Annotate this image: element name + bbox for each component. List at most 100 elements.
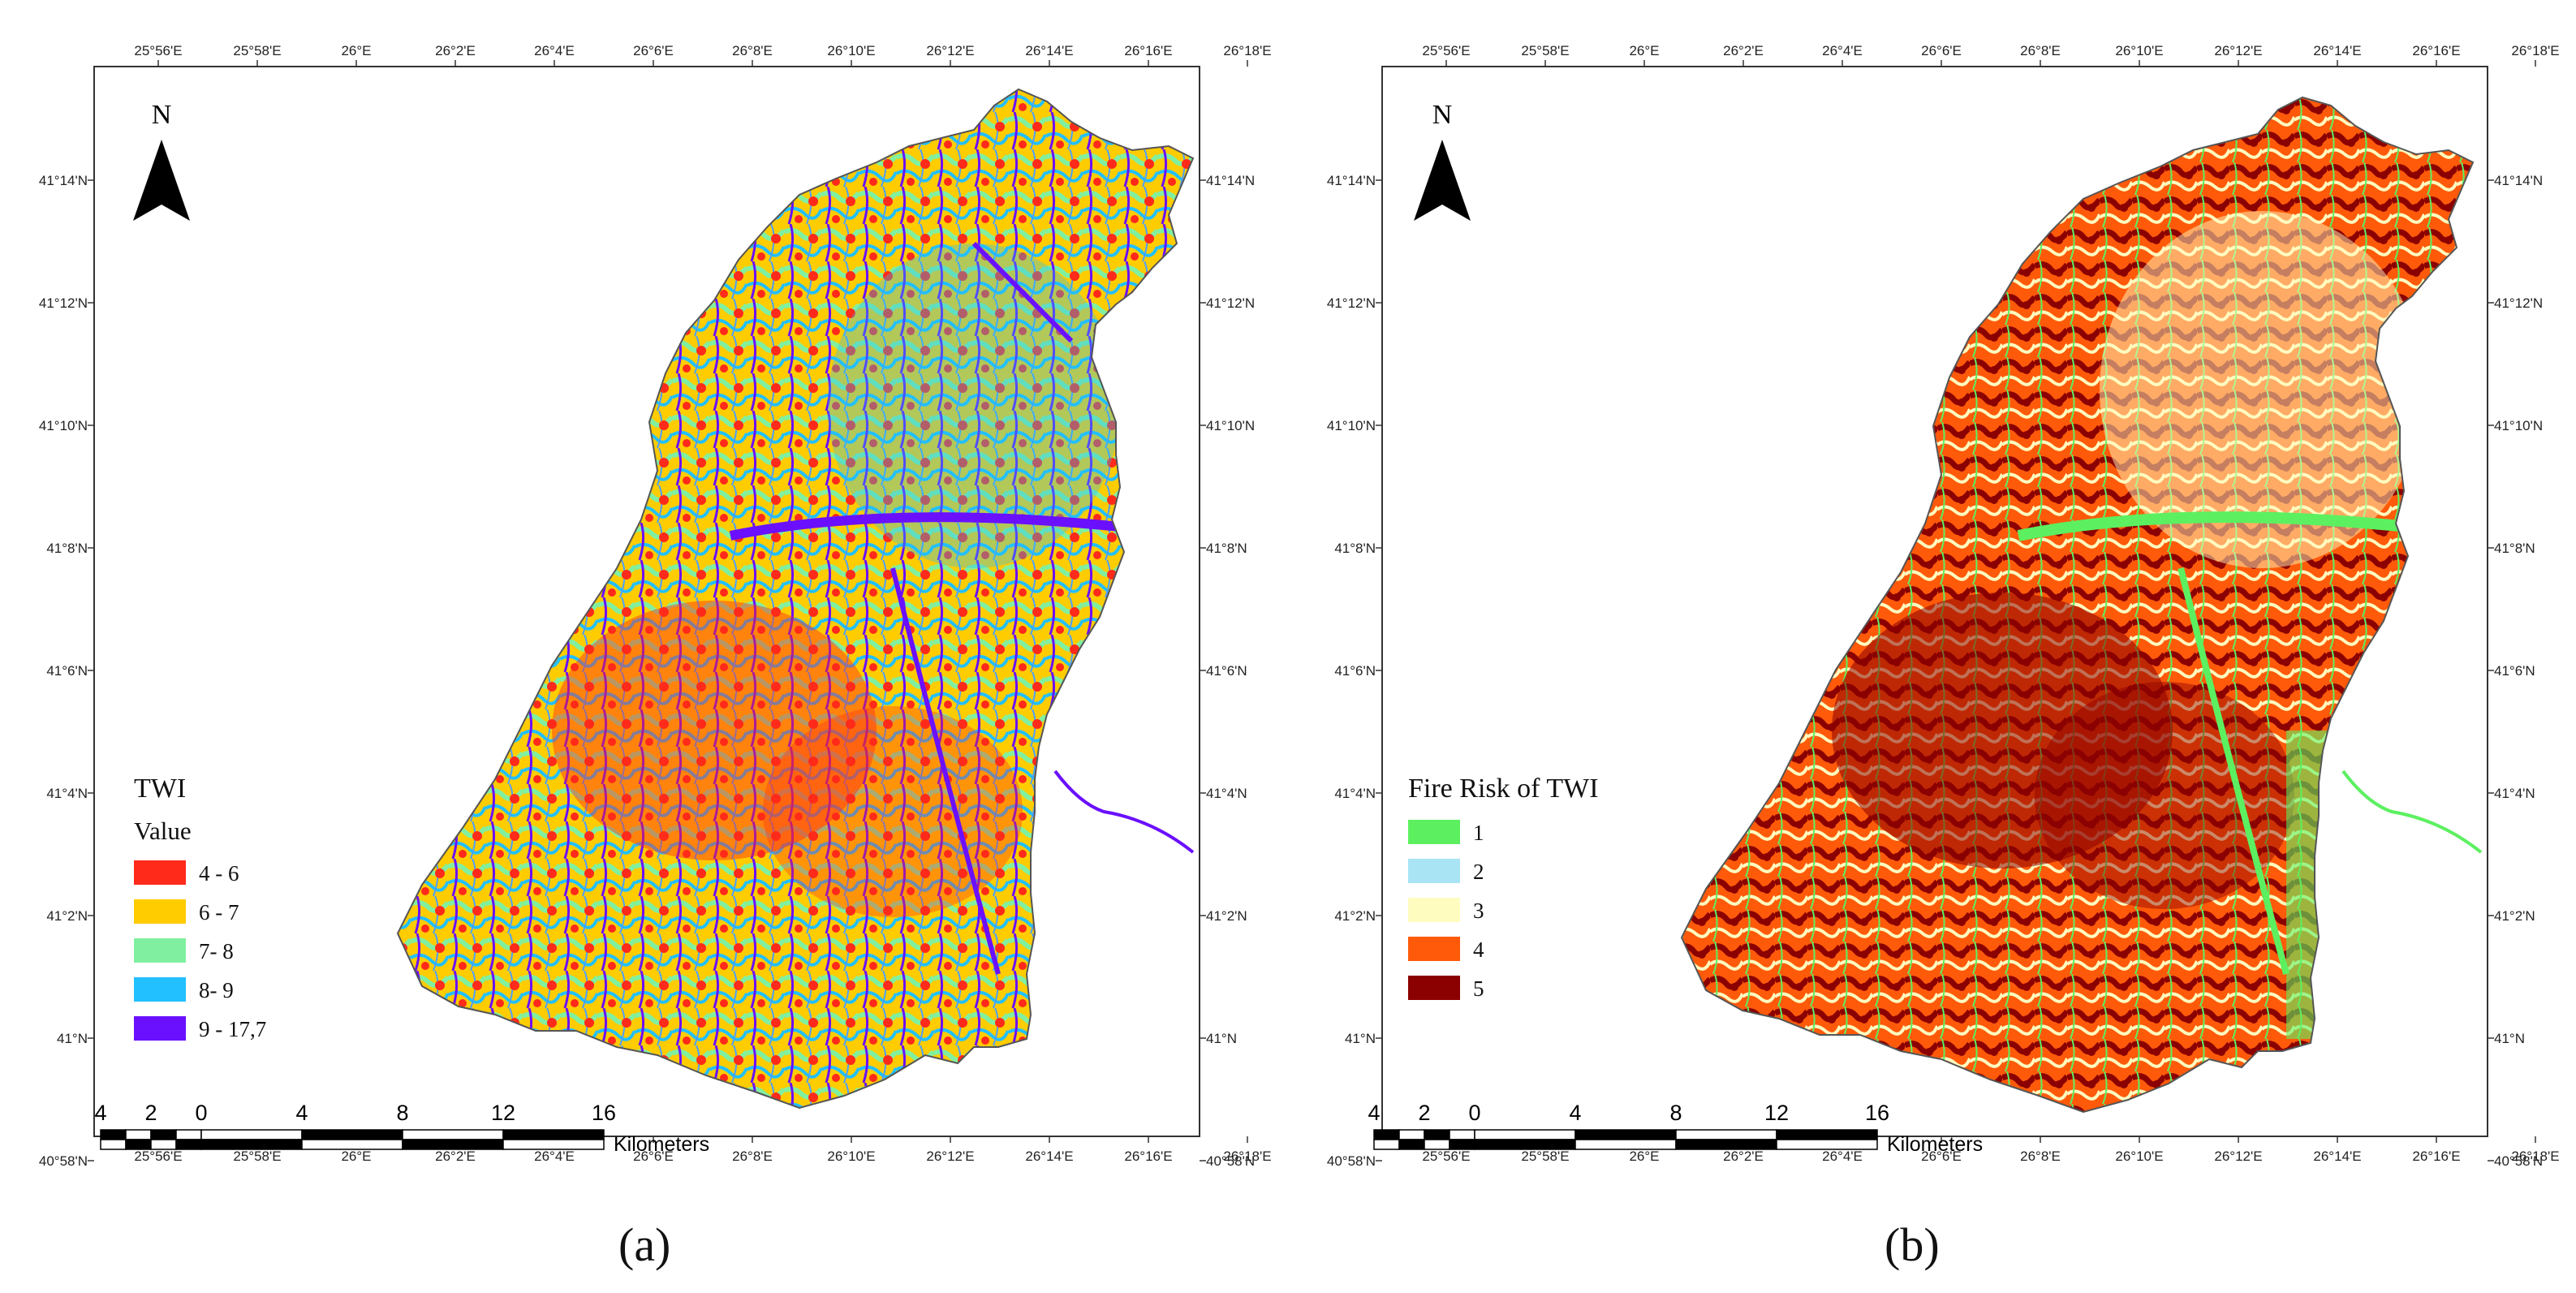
legend-label: 9 - 17,7 [199,1017,266,1041]
longitude-tick-label: 26°14'E [1025,43,1073,58]
legend-label: 4 - 6 [199,861,239,886]
latitude-tick-label: 41°12'N [1206,295,1255,311]
longitude-tick-label: 26°2'E [435,43,476,58]
longitude-tick-label: 25°56'E [1422,1149,1470,1164]
longitude-tick-label: 26°10'E [827,1149,875,1164]
longitude-tick-label: 25°58'E [233,1149,281,1164]
longitude-tick-label: 26°6'E [1921,1149,1962,1164]
legend-swatch [1408,820,1460,844]
coordinate-grid-b: 25°56'E 25°56'E 25°58'E 25°58'E 26°E 26°E 26°2… [1327,43,2560,1169]
longitude-tick-label: 26°14'E [2313,1149,2361,1164]
latitude-tick-label: 41°14'N [1327,173,1376,188]
longitude-tick-label: 25°56'E [1422,43,1470,58]
latitude-tick-label: 41°10'N [1327,418,1376,433]
latitude-tick-label: 40°58'N [1327,1153,1376,1169]
scale-number: 0 [1468,1101,1480,1125]
latitude-tick-label: 41°6'N [1334,663,1376,679]
latitude-tick-label: 41°8'N [46,541,88,556]
scale-number: 4 [295,1101,308,1125]
longitude-tick-label: 26°2'E [435,1149,476,1164]
longitude-tick-label: 26°14'E [1025,1149,1073,1164]
longitude-tick-label: 26°2'E [1723,1149,1764,1164]
scale-number: 16 [1865,1101,1889,1125]
latitude-tick-label: 41°4'N [1334,786,1376,801]
legend-label: 1 [1473,821,1484,845]
latitude-tick-label: 41°4'N [1206,786,1247,801]
scale-bar-b: 4 2 0 4 8 12 16 Kilometers [1368,1101,1983,1156]
legend-swatch [134,977,186,1002]
longitude-tick-label: 26°10'E [2115,1149,2163,1164]
scale-number: 2 [144,1101,157,1125]
latitude-tick-label: 41°N [2494,1031,2525,1046]
legend-label: 8- 9 [199,978,234,1002]
longitude-tick-label: 26°16'E [2412,1149,2460,1164]
longitude-tick-label: 26°18'E [1223,1149,1271,1164]
legend-swatch [1408,976,1460,1000]
longitude-tick-label: 26°12'E [2214,1149,2262,1164]
longitude-tick-label: 26°6'E [1921,43,1962,58]
longitude-tick-label: 26°12'E [926,43,974,58]
longitude-tick-label: 26°2'E [1723,43,1764,58]
caption-b: (b) [1885,1218,1940,1271]
latitude-tick-label: 41°N [1345,1031,1376,1046]
latitude-tick-label: 40°58'N [1206,1153,1255,1169]
latitude-tick-label: 41°2'N [1334,908,1376,924]
twi-raster [397,88,1195,1109]
legend-swatch [134,899,186,924]
latitude-tick-label: 41°8'N [2494,541,2535,556]
map-frame-a [93,66,1200,1137]
coordinate-grid-a: 25°56'E 25°56'E 25°58'E 25°58'E 26°E 26°E 26°2… [39,43,1272,1169]
scale-number: 12 [1764,1101,1789,1125]
longitude-tick-label: 26°4'E [1822,1149,1863,1164]
legend-title: Fire Risk of TWI [1408,774,1599,804]
legend-label: 2 [1473,860,1484,884]
legend-swatch [134,860,186,885]
map-panel-b: 25°56'E 25°56'E 25°58'E 25°58'E 26°E 26°E 26°2… [1288,0,2576,1293]
longitude-tick-label: 26°18'E [2511,43,2559,58]
longitude-tick-label: 26°E [341,43,371,58]
legend-swatch [134,1016,186,1041]
scale-number: 8 [1669,1101,1682,1125]
legend-swatch [1408,898,1460,922]
latitude-tick-label: 41°N [57,1031,88,1046]
scale-unit: Kilometers [1887,1133,1983,1156]
latitude-tick-label: 41°14'N [1206,173,1255,188]
latitude-tick-label: 41°4'N [2494,786,2535,801]
scale-number: 16 [592,1101,616,1125]
latitude-tick-label: 41°10'N [39,418,88,433]
longitude-tick-label: 26°10'E [2115,43,2163,58]
map-panel-a: 25°56'E 25°56'E 25°58'E 25°58'E 26°E 26°E 26°2… [39,43,1272,1271]
longitude-tick-label: 25°56'E [134,1149,182,1164]
scale-number: 4 [94,1101,106,1125]
scale-number: 12 [491,1101,515,1125]
legend-b: Fire Risk of TWI 1 2 3 4 5 [1408,774,1599,1001]
longitude-tick-label: 26°8'E [2020,1149,2061,1164]
longitude-tick-label: 25°56'E [134,43,182,58]
latitude-tick-label: 41°10'N [1206,418,1255,433]
map-frame-b [1381,66,2488,1137]
legend-label: 7- 8 [199,939,234,963]
latitude-tick-label: 41°8'N [1206,541,1247,556]
longitude-tick-label: 26°E [1629,1149,1659,1164]
longitude-tick-label: 26°4'E [1822,43,1863,58]
latitude-tick-label: 41°2'N [2494,908,2535,924]
scale-number: 0 [195,1101,207,1125]
longitude-tick-label: 26°E [341,1149,371,1164]
legend-swatch [134,938,186,963]
latitude-tick-label: 40°58'N [39,1153,88,1169]
legend-label: 5 [1473,976,1484,1001]
longitude-tick-label: 26°6'E [633,1149,674,1164]
latitude-tick-label: 41°N [1206,1031,1237,1046]
svg-text:N: N [1432,100,1453,130]
north-arrow-icon: N [133,100,190,221]
map-b-svg: 25°56'E 25°56'E 25°58'E 25°58'E 26°E 26°E 26°2… [1327,43,2560,1169]
scale-number: 2 [1418,1101,1430,1125]
scale-number: 8 [396,1101,408,1125]
longitude-tick-label: 26°18'E [2511,1149,2559,1164]
scale-number: 4 [1368,1101,1380,1125]
legend-subtitle: Value [134,817,192,845]
legend-swatch [1408,859,1460,883]
latitude-tick-label: 41°14'N [2494,173,2543,188]
longitude-tick-label: 26°8'E [2020,43,2061,58]
longitude-tick-label: 26°12'E [926,1149,974,1164]
